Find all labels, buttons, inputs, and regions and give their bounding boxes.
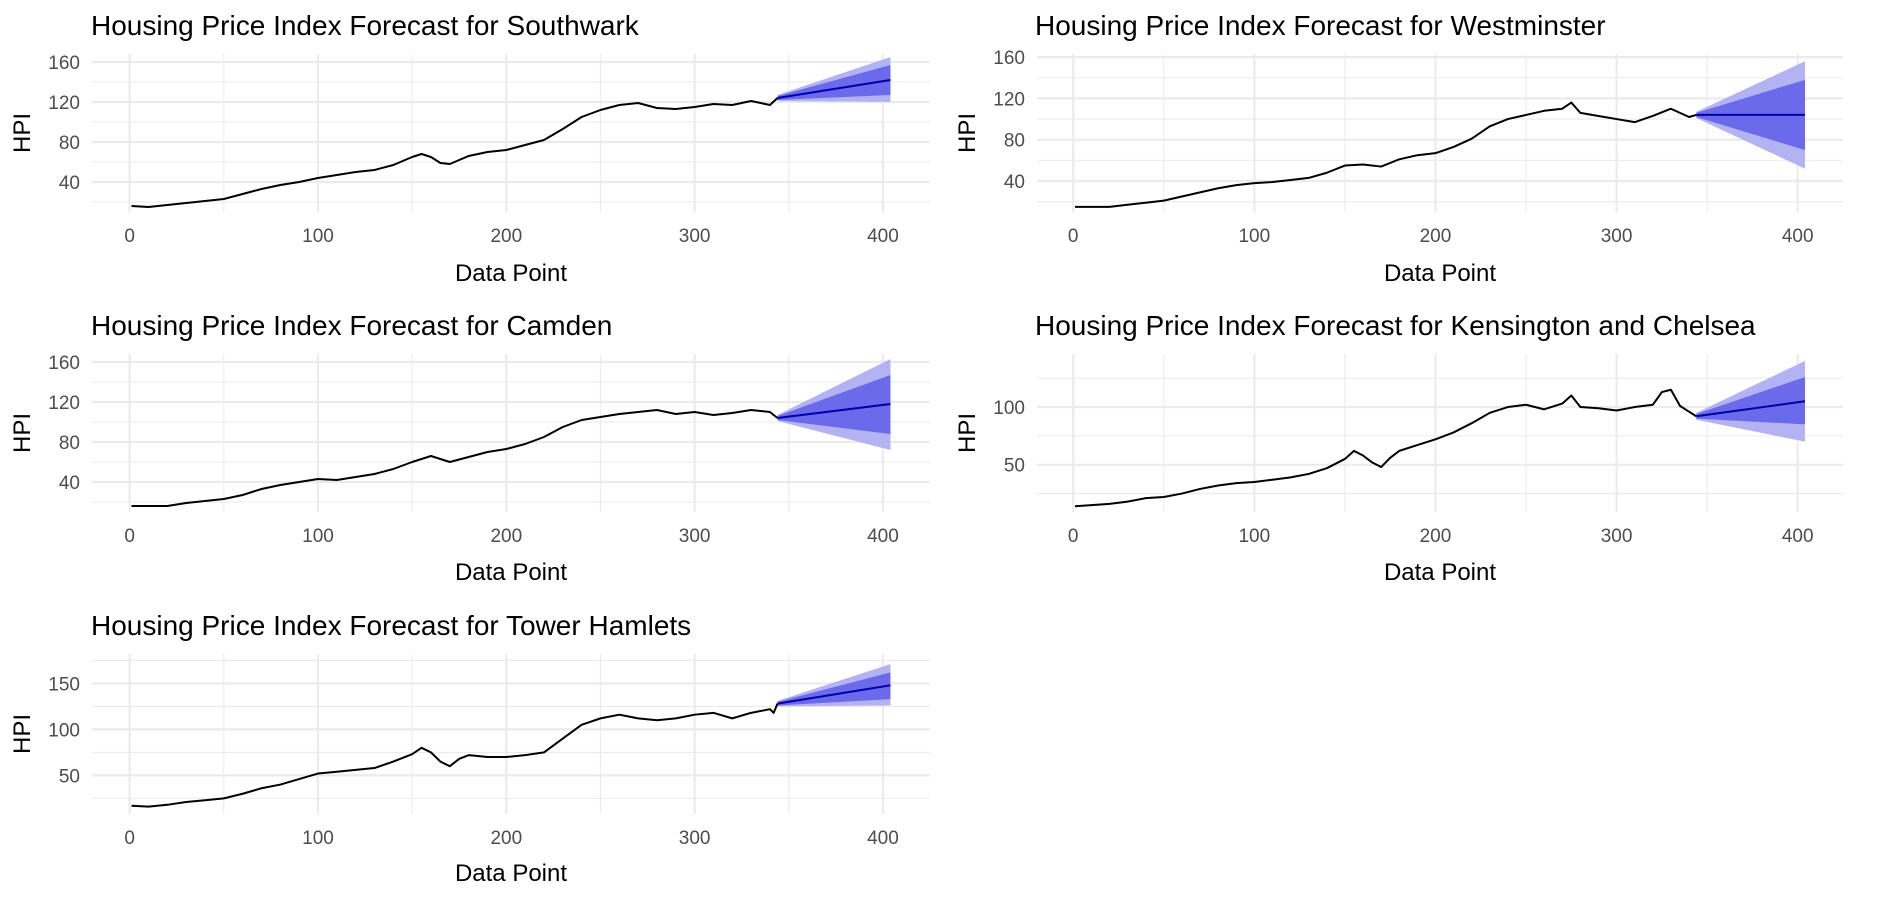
x-tick-label: 0 bbox=[1068, 226, 1079, 247]
x-axis-title: Data Point bbox=[1384, 260, 1496, 287]
forecast-mean-line bbox=[777, 403, 891, 419]
y-tick-label: 100 bbox=[48, 720, 80, 741]
forecast-band-80 bbox=[777, 65, 891, 100]
history-line bbox=[131, 97, 779, 208]
panel-title: Housing Price Index Forecast for Kensing… bbox=[1035, 310, 1756, 341]
forecast-mean-line bbox=[777, 79, 891, 99]
y-axis-title: HPI bbox=[954, 113, 981, 153]
x-tick-label: 200 bbox=[490, 828, 522, 849]
x-axis-title: Data Point bbox=[455, 860, 567, 887]
x-tick-label: 300 bbox=[1601, 526, 1633, 547]
y-tick-label: 150 bbox=[48, 674, 80, 695]
y-tick-label: 40 bbox=[1004, 172, 1025, 193]
y-tick-label: 120 bbox=[993, 89, 1025, 110]
x-tick-label: 200 bbox=[490, 226, 522, 247]
x-tick-label: 100 bbox=[1238, 526, 1270, 547]
panel-title: Housing Price Index Forecast for Southwa… bbox=[91, 10, 640, 41]
forecast-band-80 bbox=[1696, 377, 1805, 425]
x-tick-label: 0 bbox=[124, 226, 135, 247]
x-axis-title: Data Point bbox=[1384, 559, 1496, 586]
x-tick-label: 300 bbox=[679, 226, 711, 247]
forecast-mean-line bbox=[777, 684, 891, 705]
chart-panel: 0 100 200 300 400 40 80 120 160 Housing Price Ind… bbox=[954, 10, 1843, 287]
x-tick-label: 100 bbox=[1238, 226, 1270, 247]
x-tick-label: 200 bbox=[1420, 226, 1452, 247]
forecast-band-80 bbox=[777, 672, 891, 706]
x-tick-label: 300 bbox=[679, 828, 711, 849]
y-tick-label: 160 bbox=[48, 353, 80, 374]
panel-title: Housing Price Index Forecast for Westmin… bbox=[1035, 10, 1606, 41]
y-axis-title: HPI bbox=[9, 413, 36, 453]
y-tick-label: 160 bbox=[48, 53, 80, 74]
y-tick-label: 160 bbox=[993, 48, 1025, 69]
x-tick-label: 0 bbox=[124, 526, 135, 547]
x-tick-label: 300 bbox=[1601, 226, 1633, 247]
history-line bbox=[1074, 388, 1697, 508]
x-tick-label: 400 bbox=[1782, 526, 1814, 547]
forecast-band-80 bbox=[777, 375, 891, 434]
y-tick-label: 80 bbox=[1004, 131, 1025, 152]
y-tick-label: 50 bbox=[1004, 456, 1025, 477]
forecast-mean-line bbox=[1696, 400, 1806, 418]
y-axis-title: HPI bbox=[9, 714, 36, 754]
y-tick-label: 40 bbox=[59, 473, 80, 494]
history-line bbox=[131, 409, 779, 507]
y-tick-label: 100 bbox=[993, 398, 1025, 419]
x-tick-label: 400 bbox=[867, 526, 899, 547]
chart-panel: 0 100 200 300 400 40 80 120 160 Housing Price Ind… bbox=[9, 310, 930, 586]
chart-panel: 0 100 200 300 400 50 100 150 Housing Price Index… bbox=[9, 610, 930, 887]
x-tick-label: 300 bbox=[679, 526, 711, 547]
y-tick-label: 80 bbox=[59, 133, 80, 154]
x-tick-label: 400 bbox=[1782, 226, 1814, 247]
x-tick-label: 400 bbox=[867, 226, 899, 247]
x-tick-label: 400 bbox=[867, 828, 899, 849]
x-tick-label: 100 bbox=[302, 828, 334, 849]
x-axis-title: Data Point bbox=[455, 260, 567, 287]
y-tick-label: 120 bbox=[48, 393, 80, 414]
history-line bbox=[1075, 101, 1697, 208]
y-tick-label: 80 bbox=[59, 433, 80, 454]
chart-panel: 0 100 200 300 400 50 100 Housing Price Index Fo… bbox=[954, 310, 1843, 586]
y-tick-label: 50 bbox=[59, 766, 80, 787]
history-line bbox=[131, 703, 779, 808]
x-tick-label: 100 bbox=[302, 526, 334, 547]
y-tick-label: 40 bbox=[59, 173, 80, 194]
x-tick-label: 200 bbox=[1420, 526, 1452, 547]
chart-panel: 0 100 200 300 400 40 80 120 160 Housing Price Ind… bbox=[9, 10, 930, 287]
y-tick-label: 120 bbox=[48, 93, 80, 114]
x-tick-label: 0 bbox=[124, 828, 135, 849]
panel-title: Housing Price Index Forecast for Tower H… bbox=[91, 610, 691, 641]
y-axis-title: HPI bbox=[9, 113, 36, 153]
x-axis-title: Data Point bbox=[455, 559, 567, 586]
panel-title: Housing Price Index Forecast for Camden bbox=[91, 310, 612, 341]
x-tick-label: 100 bbox=[302, 226, 334, 247]
x-tick-label: 200 bbox=[490, 526, 522, 547]
y-axis-title: HPI bbox=[954, 413, 981, 453]
x-tick-label: 0 bbox=[1068, 526, 1079, 547]
